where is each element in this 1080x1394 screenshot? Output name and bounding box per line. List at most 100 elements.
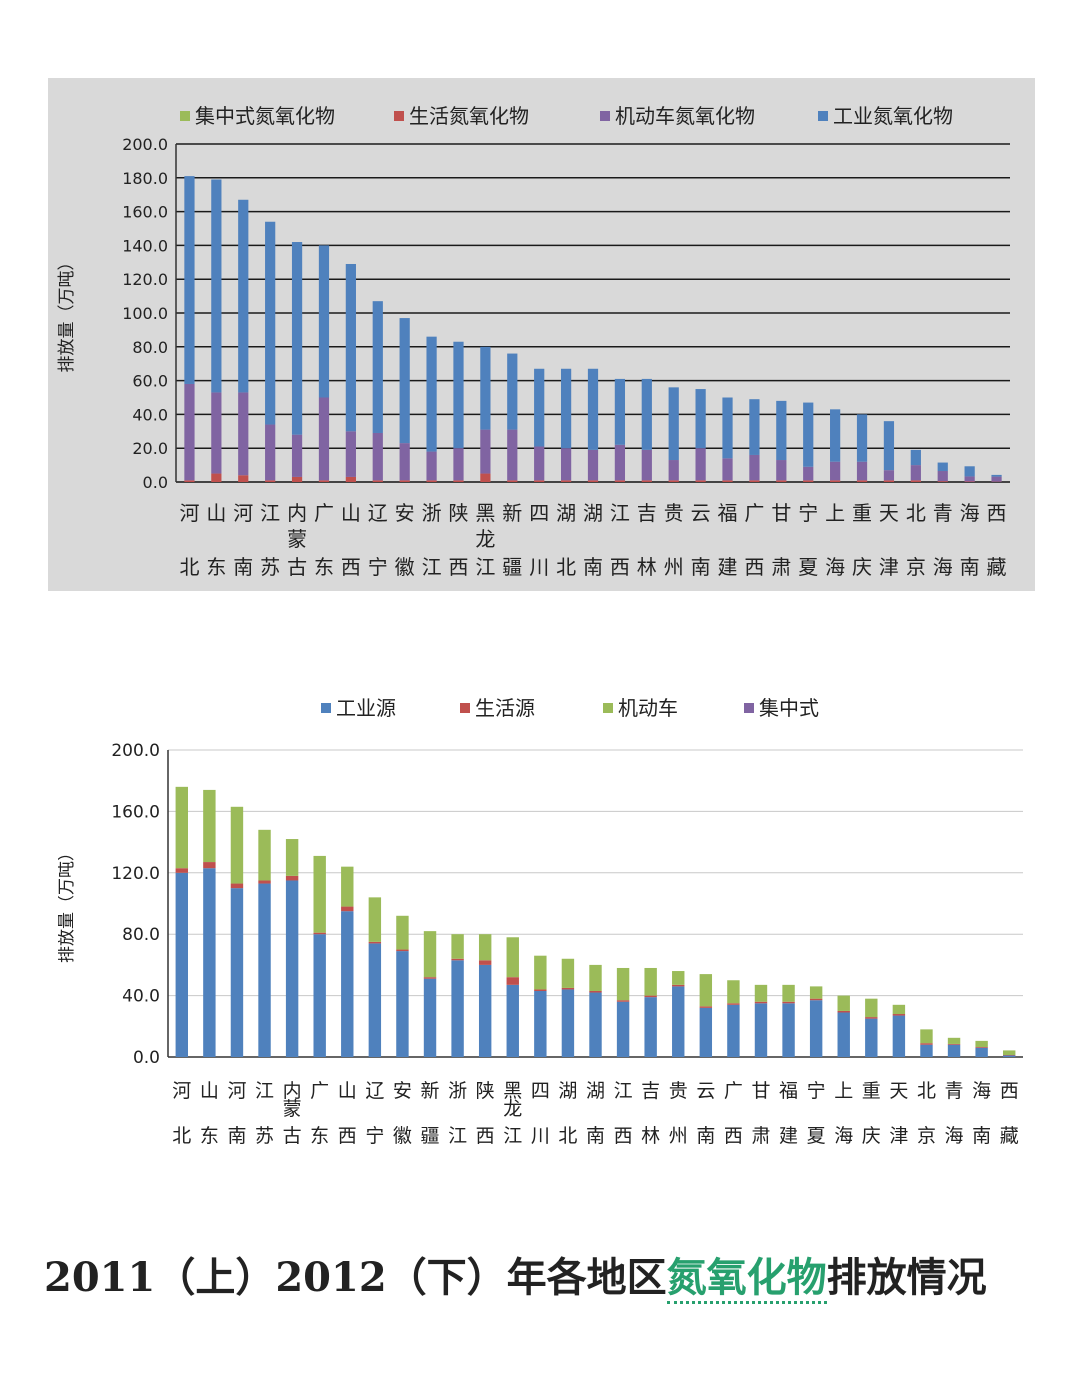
- chart2-legend-label: 集中式: [759, 696, 819, 720]
- chart2-bar-segment: [672, 971, 685, 985]
- chart1-x-tick-label: 辽: [368, 501, 388, 525]
- chart1-x-tick-label: 山: [206, 501, 226, 525]
- chart2-bar-segment: [313, 932, 326, 935]
- chart2-bar-segment: [616, 1001, 630, 1057]
- chart1-legend-label: 生活氮氧化物: [409, 104, 529, 128]
- chart1-bar-segment: [507, 480, 518, 482]
- chart1-x-tick-label: 广: [314, 501, 334, 525]
- chart2-x-tick-label: 安: [393, 1080, 412, 1102]
- chart2-bar-segment: [975, 1040, 988, 1048]
- chart1-y-tick-label: 20.0: [132, 439, 168, 458]
- chart1-bar-segment: [614, 444, 626, 481]
- chart2-legend-label: 生活源: [475, 696, 535, 720]
- chart-2012-svg: 工业源 生活源 机动车 集中式 0.0 40.0 80.0 120.0 160.0 200.0 排放…: [57, 696, 1023, 1147]
- chart1-bar-segment: [372, 432, 383, 481]
- chart1-bar-segment: [749, 480, 760, 482]
- chart1-bar-segment: [560, 368, 572, 449]
- chart2-x-tick-label: 天: [889, 1080, 908, 1102]
- chart1-bar-segment: [856, 414, 868, 462]
- chart1-bar-segment: [803, 480, 814, 482]
- caption-text-1: 2011（上）2012（下）年各地区: [44, 1254, 667, 1301]
- chart1-bar-segment: [291, 434, 303, 477]
- chart1-y-tick-label: 40.0: [132, 405, 168, 424]
- chart1-x-tick-label: 北: [556, 555, 576, 579]
- chart2-bar-segment: [920, 1044, 933, 1057]
- chart1-x-tick-label: 州: [664, 555, 684, 579]
- chart1-bar-segment: [211, 473, 222, 482]
- chart2-x-tick-label: 北: [558, 1125, 577, 1145]
- chart1-bar-segment: [587, 480, 599, 482]
- chart1-bar-segment: [507, 353, 518, 430]
- chart1-bar-segment: [668, 480, 679, 482]
- chart2-x-tick-label: 湖: [558, 1080, 577, 1102]
- caption-link-nox[interactable]: 氮氧化物: [666, 1254, 827, 1304]
- chart2-legend-swatch: [603, 703, 613, 713]
- chart1-x-tick-label: 福: [718, 501, 738, 525]
- chart2-bar-segment: [699, 1006, 713, 1008]
- chart2-bar-segment: [754, 1003, 768, 1057]
- chart2-bar-segment: [506, 937, 519, 978]
- chart2-bar-segment: [616, 967, 630, 1001]
- chart2-bar-segment: [1003, 1050, 1016, 1056]
- chart1-bar-segment: [372, 301, 383, 433]
- chart1-x-tick-label: 西: [448, 555, 468, 579]
- chart2-x-tick-label: 新: [421, 1080, 440, 1102]
- chart1-bar-segment: [937, 471, 948, 482]
- chart2-bar-segment: [341, 866, 354, 907]
- chart1-bar-segment: [507, 429, 518, 481]
- chart1-x-tick-label: 北: [179, 555, 199, 579]
- chart2-bar-segment: [423, 977, 437, 979]
- chart2-bar-segment: [506, 977, 519, 985]
- chart1-x-tick-label: 疆: [502, 555, 522, 579]
- chart2-x-tick-label: 重: [862, 1080, 881, 1102]
- chart2-bar-segment: [478, 964, 492, 1057]
- chart2-bar-segment: [975, 1047, 988, 1057]
- chart1-bar-segment: [238, 392, 249, 476]
- chart2-bar-segment: [175, 872, 188, 1057]
- chart2-x-tick-label: 宁: [365, 1125, 384, 1145]
- chart1-legend-label: 工业氮氧化物: [833, 104, 953, 128]
- figure-caption: 2011（上）2012（下）年各地区氮氧化物排放情况: [44, 1244, 1044, 1312]
- chart2-bar-segment: [423, 978, 437, 1057]
- chart1-bar-segment: [560, 480, 572, 482]
- chart2-bar-segment: [423, 931, 437, 978]
- chart1-bar-segment: [480, 346, 491, 430]
- chart2-legend-swatch: [321, 703, 331, 713]
- chart2-x-tick-label: 东: [200, 1125, 219, 1145]
- chart1-bar-segment: [991, 476, 1002, 482]
- chart2-bar-segment: [506, 984, 519, 1057]
- chart2-x-tick-label: 河: [227, 1080, 246, 1102]
- chart1-x-tick-label: 北: [906, 501, 926, 525]
- chart1-bar-segment: [937, 481, 948, 482]
- chart1-bar-segment: [910, 465, 921, 481]
- chart1-x-tick-label: 蒙: [287, 527, 307, 551]
- chart1-y-tick-label: 200.0: [122, 135, 168, 154]
- chart2-bar-segment: [230, 806, 244, 884]
- chart2-bar-segment: [478, 934, 492, 961]
- chart2-bar-segment: [782, 1001, 795, 1004]
- chart2-legend-label: 机动车: [618, 696, 678, 720]
- chart2-x-tick-label: 福: [779, 1080, 798, 1102]
- chart1-bar-segment: [372, 480, 383, 482]
- chart1-bar-segment: [910, 449, 921, 466]
- chart1-x-tick-label: 南: [960, 555, 980, 579]
- chart1-bar-segment: [910, 480, 921, 482]
- chart1-bar-segment: [318, 397, 330, 481]
- chart1-bar-segment: [318, 245, 330, 398]
- chart2-x-tick-label: 江: [503, 1125, 522, 1145]
- chart2-legend-swatch: [460, 703, 470, 713]
- chart1-bar-segment: [668, 387, 679, 461]
- chart1-x-tick-label: 青: [933, 501, 953, 525]
- chart1-x-tick-label: 江: [610, 501, 630, 525]
- chart2-bar-segment: [644, 997, 657, 1057]
- chart2-bar-segment: [947, 1044, 961, 1057]
- chart2-bar-segment: [754, 1001, 768, 1004]
- chart2-bar-segment: [589, 990, 602, 993]
- chart2-y-tick-label: 40.0: [122, 987, 160, 1007]
- chart1-x-tick-label: 内: [287, 501, 307, 525]
- chart2-bar-segment: [451, 960, 464, 1057]
- chart2-x-tick-label: 西: [338, 1125, 357, 1145]
- chart2-y-tick-label: 0.0: [133, 1048, 160, 1068]
- chart2-x-tick-label: 古: [283, 1125, 302, 1145]
- chart1-bar-segment: [453, 480, 464, 482]
